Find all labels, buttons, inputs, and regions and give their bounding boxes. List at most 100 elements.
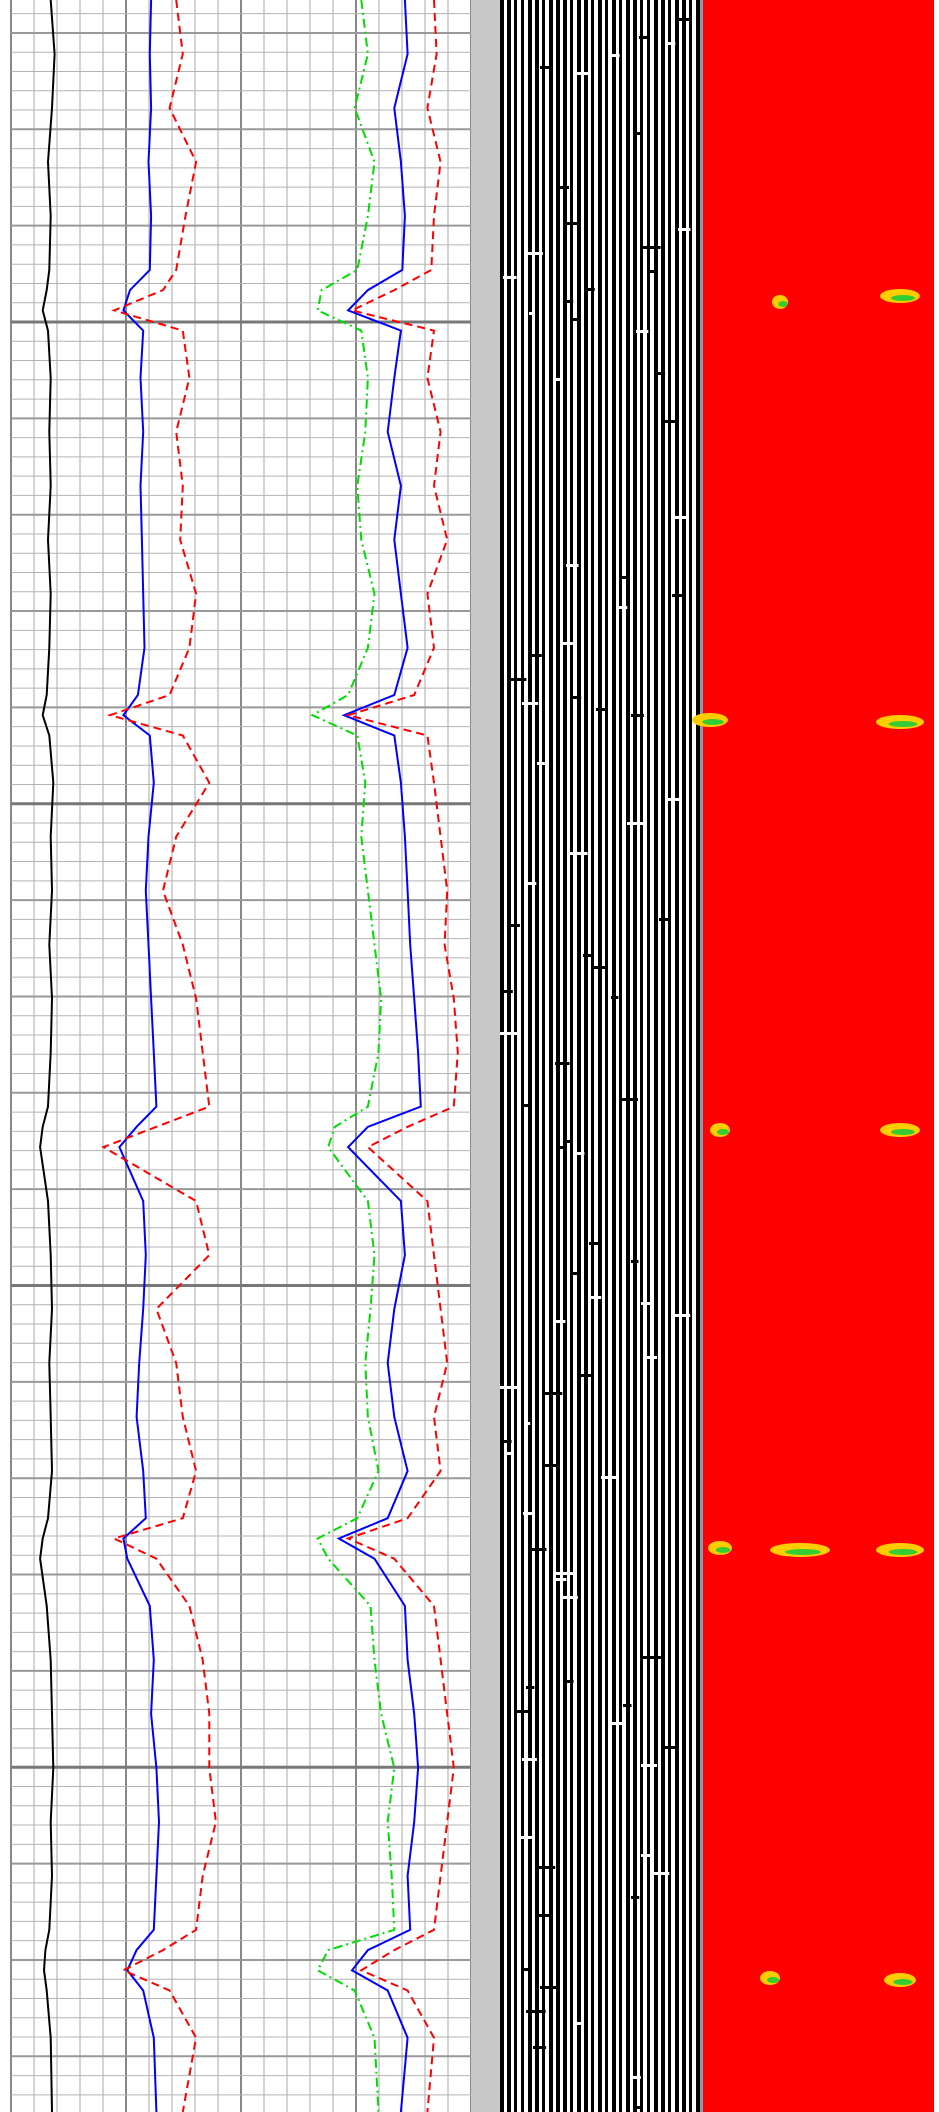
stripe-noise bbox=[574, 72, 590, 75]
color-feature bbox=[891, 1129, 915, 1135]
color-feature bbox=[702, 719, 724, 725]
stripe-noise bbox=[631, 1896, 640, 1899]
stripe-noise bbox=[526, 2010, 546, 2013]
stripe-noise bbox=[533, 2046, 547, 2049]
stripe bbox=[647, 0, 650, 2112]
stripe-noise bbox=[521, 1968, 530, 1971]
stripe-noise bbox=[665, 798, 680, 801]
stripe bbox=[668, 0, 671, 2112]
stripe-noise bbox=[564, 1680, 574, 1683]
stripe-noise bbox=[554, 1320, 566, 1323]
stripe-noise bbox=[543, 1392, 563, 1395]
color-feature bbox=[717, 1129, 729, 1135]
stripe-noise bbox=[635, 2106, 642, 2109]
stripe-noise bbox=[554, 378, 561, 381]
stripe-noise bbox=[621, 576, 630, 579]
stripe-noise bbox=[500, 1386, 520, 1389]
stripe-noise bbox=[522, 1758, 537, 1761]
stripe-noise bbox=[529, 654, 542, 657]
color-feature bbox=[715, 1547, 731, 1553]
stripe-noise bbox=[500, 990, 513, 993]
color-feature bbox=[785, 1549, 821, 1555]
color-track bbox=[703, 0, 934, 2112]
stripe-noise bbox=[563, 1140, 571, 1143]
stripe bbox=[661, 0, 665, 2112]
stripe bbox=[556, 0, 560, 2112]
stripe-noise bbox=[529, 312, 536, 315]
stripe-noise bbox=[672, 594, 686, 597]
stripe-noise bbox=[673, 1314, 691, 1317]
stripe-noise bbox=[649, 270, 658, 273]
stripe-noise bbox=[566, 564, 579, 567]
stripe-noise bbox=[589, 1242, 601, 1245]
stripe-noise bbox=[583, 954, 592, 957]
stripe-noise bbox=[643, 1356, 658, 1359]
stripe-noise bbox=[596, 708, 606, 711]
stripe-noise bbox=[666, 42, 676, 45]
stripe-noise bbox=[522, 702, 539, 705]
stripe-noise bbox=[562, 1596, 578, 1599]
stripe-noise bbox=[555, 1062, 570, 1065]
log-curve bbox=[101, 0, 217, 2112]
stripe-noise bbox=[564, 300, 574, 303]
color-feature bbox=[893, 1979, 913, 1985]
track-divider bbox=[700, 0, 703, 2112]
stripe-noise bbox=[593, 966, 607, 969]
color-feature bbox=[891, 295, 915, 301]
stripe-noise bbox=[556, 1572, 575, 1575]
stripe-noise bbox=[572, 696, 582, 699]
stripe-noise bbox=[627, 822, 647, 825]
stripe-noise bbox=[622, 1098, 638, 1101]
stripe-noise bbox=[538, 1866, 556, 1869]
stripe-noise bbox=[524, 1422, 531, 1425]
stripe-noise bbox=[588, 288, 595, 291]
stripe-noise bbox=[661, 420, 677, 423]
stripe-noise bbox=[556, 1578, 567, 1581]
stripe-noise bbox=[561, 642, 573, 645]
color-feature bbox=[778, 301, 788, 307]
stripe-noise bbox=[545, 1464, 558, 1467]
stripe bbox=[675, 0, 679, 2112]
stripe-noise bbox=[636, 330, 649, 333]
stripe bbox=[542, 0, 545, 2112]
stripe bbox=[570, 0, 573, 2112]
stripe-noise bbox=[639, 36, 650, 39]
color-feature bbox=[767, 1977, 779, 1983]
stripe-noise bbox=[536, 1914, 551, 1917]
stripe-noise bbox=[641, 1854, 651, 1857]
stripe-noise bbox=[623, 1704, 632, 1707]
stripe-noise bbox=[631, 714, 644, 717]
stripe-noise bbox=[523, 1512, 534, 1515]
stripe-noise bbox=[641, 1656, 661, 1659]
stripe-noise bbox=[531, 1548, 547, 1551]
stripe-noise bbox=[575, 2022, 583, 2025]
stripe bbox=[696, 0, 700, 2112]
stripe-noise bbox=[510, 678, 527, 681]
stripe-noise bbox=[659, 918, 670, 921]
color-features bbox=[692, 289, 924, 1987]
log-curve bbox=[344, 0, 459, 2112]
stripe bbox=[619, 0, 622, 2112]
stripe-noise bbox=[601, 1476, 617, 1479]
stripe bbox=[689, 0, 692, 2112]
stripe bbox=[654, 0, 658, 2112]
curves bbox=[39, 0, 459, 2112]
stripe-noise bbox=[633, 132, 641, 135]
stripe-noise bbox=[564, 222, 579, 225]
stripe-noise bbox=[527, 252, 543, 255]
stripe bbox=[682, 0, 686, 2112]
stripe bbox=[500, 0, 504, 2112]
stripe bbox=[612, 0, 616, 2112]
stripe-noise bbox=[521, 1104, 532, 1107]
stripe-noise bbox=[503, 276, 517, 279]
stripe bbox=[633, 0, 637, 2112]
color-feature bbox=[888, 721, 918, 727]
stripe-noise bbox=[631, 2076, 641, 2079]
stripe bbox=[563, 0, 567, 2112]
stripe bbox=[584, 0, 588, 2112]
color-feature bbox=[888, 1549, 918, 1555]
stripe bbox=[535, 0, 539, 2112]
stripe-noise bbox=[540, 66, 553, 69]
stripe-noise bbox=[571, 1272, 581, 1275]
